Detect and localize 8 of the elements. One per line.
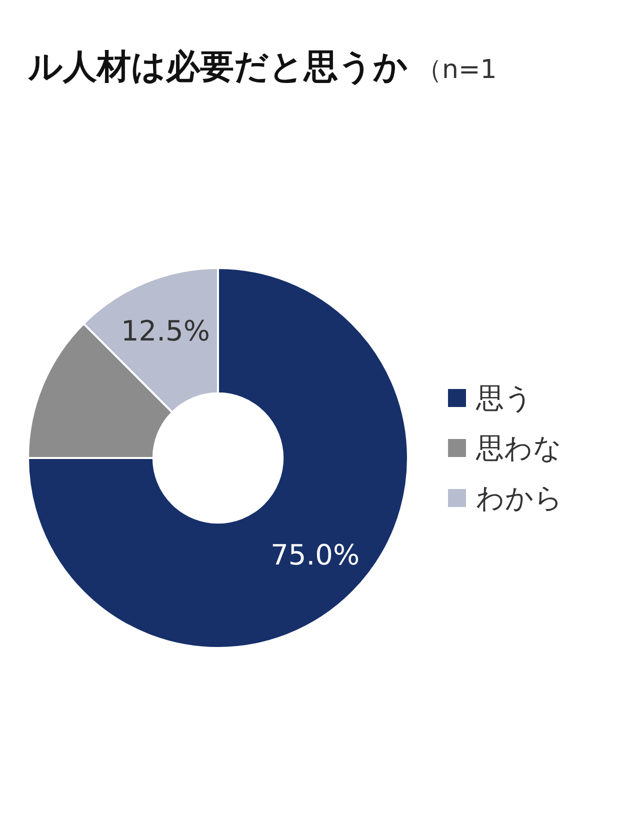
- data-label: 75.0%: [270, 538, 360, 572]
- legend-label: わから: [476, 482, 563, 514]
- data-label: 12.5%: [120, 314, 210, 348]
- donut-slice: [27, 267, 409, 649]
- legend-label: 思う: [475, 382, 533, 414]
- chart-subtitle: （n=1: [416, 55, 497, 85]
- chart-title: ル人材は必要だと思うか: [27, 47, 408, 87]
- legend-label: 思わな: [475, 432, 562, 464]
